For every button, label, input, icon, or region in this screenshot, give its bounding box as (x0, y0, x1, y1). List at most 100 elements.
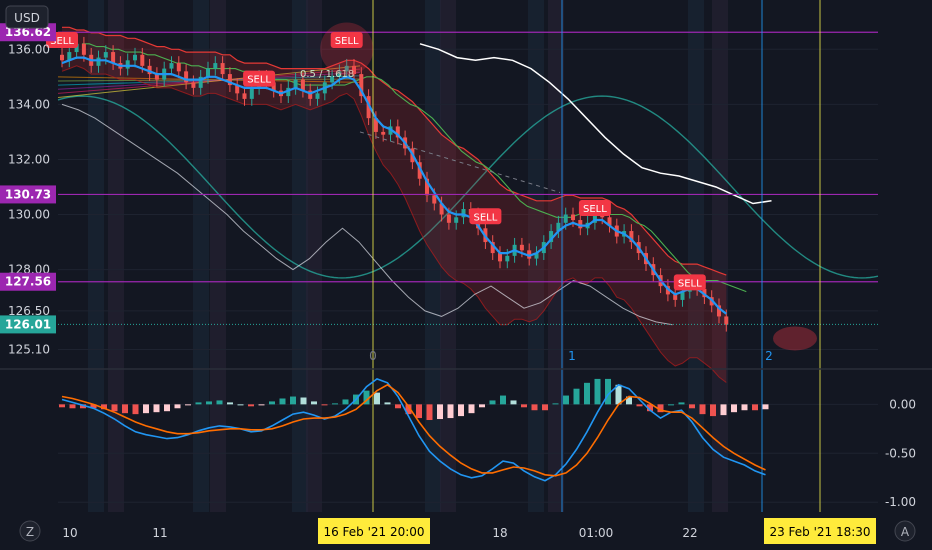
price-level-tag[interactable]: 127.56 (0, 272, 56, 291)
candle[interactable] (147, 65, 152, 75)
histogram-bar[interactable] (615, 384, 622, 405)
histogram-bar[interactable] (489, 400, 496, 405)
candle[interactable] (133, 54, 137, 61)
histogram-bar[interactable] (122, 404, 128, 414)
histogram-bar[interactable] (426, 404, 433, 421)
candle[interactable] (169, 63, 174, 69)
histogram-bar[interactable] (647, 404, 653, 412)
histogram-bar[interactable] (300, 397, 307, 405)
histogram-bar[interactable] (69, 404, 76, 409)
candle[interactable] (308, 90, 313, 99)
histogram-bar[interactable] (678, 402, 685, 405)
histogram-bar[interactable] (185, 404, 191, 406)
candle[interactable] (490, 242, 495, 254)
histogram-bar[interactable] (510, 400, 517, 405)
histogram-bar[interactable] (395, 404, 401, 409)
histogram-bar[interactable] (626, 396, 632, 405)
histogram-bar[interactable] (321, 404, 328, 406)
candle[interactable] (206, 68, 210, 77)
candle[interactable] (432, 195, 437, 204)
candle[interactable] (315, 93, 320, 99)
histogram-bar[interactable] (563, 395, 569, 405)
candle[interactable] (213, 63, 218, 69)
histogram-bar[interactable] (731, 404, 737, 413)
histogram-bar[interactable] (174, 404, 181, 409)
candle[interactable] (381, 131, 386, 135)
histogram-bar[interactable] (594, 378, 601, 405)
histogram-bar[interactable] (164, 404, 170, 412)
histogram-bar[interactable] (458, 404, 464, 417)
histogram-bar[interactable] (699, 404, 706, 415)
price-pane[interactable]: 0.5 / 1.618 0 1 2 SELL SELL SELL SELL SELL SELL (46, 0, 879, 512)
histogram-bar[interactable] (468, 404, 475, 414)
sell-signal[interactable]: SELL (469, 208, 502, 225)
candle[interactable] (227, 74, 232, 86)
sell-signal[interactable]: SELL (673, 274, 706, 291)
candle[interactable] (337, 71, 342, 77)
price-level-tag[interactable]: 130.73 (0, 185, 56, 204)
candle[interactable] (592, 211, 597, 223)
candle[interactable] (140, 54, 145, 66)
candle[interactable] (198, 76, 203, 88)
histogram-bar[interactable] (153, 404, 160, 413)
candle[interactable] (103, 52, 108, 58)
candle[interactable] (395, 126, 400, 138)
price-level-tag[interactable]: 126.01 (0, 315, 56, 334)
time-axis[interactable]: 10 11 16 Feb '21 20:00 18 01:00 22 23 Feb '21 … (62, 518, 876, 544)
candle[interactable] (249, 87, 254, 99)
macd-pane[interactable] (59, 377, 769, 482)
candle[interactable] (519, 244, 524, 251)
auto-scale-left-button[interactable]: Z (19, 520, 41, 542)
histogram-bar[interactable] (752, 404, 758, 411)
candle[interactable] (184, 71, 189, 83)
candle[interactable] (571, 214, 575, 221)
histogram-bar[interactable] (584, 382, 590, 405)
candle[interactable] (235, 85, 240, 94)
candle[interactable] (629, 231, 634, 243)
candle[interactable] (425, 178, 429, 196)
candle[interactable] (446, 214, 451, 223)
candle[interactable] (534, 253, 539, 259)
histogram-bar[interactable] (689, 404, 695, 409)
histogram-bar[interactable] (437, 404, 443, 420)
histogram-bar[interactable] (521, 404, 527, 408)
candle[interactable] (293, 79, 298, 88)
candle[interactable] (549, 231, 554, 243)
candle[interactable] (417, 162, 422, 179)
candle[interactable] (176, 63, 181, 72)
histogram-bar[interactable] (269, 401, 275, 405)
candle[interactable] (60, 54, 64, 61)
histogram-bar[interactable] (668, 404, 674, 406)
histogram-bar[interactable] (111, 404, 118, 412)
candle[interactable] (724, 316, 729, 325)
candle[interactable] (67, 52, 72, 61)
histogram-bar[interactable] (248, 404, 254, 407)
histogram-bar[interactable] (636, 404, 643, 407)
histogram-bar[interactable] (374, 392, 380, 405)
histogram-bar[interactable] (237, 404, 244, 406)
histogram-bar[interactable] (500, 395, 506, 405)
candle[interactable] (271, 82, 276, 91)
candle[interactable] (505, 255, 510, 262)
histogram-bar[interactable] (332, 403, 338, 405)
sell-signal[interactable]: SELL (578, 200, 611, 217)
histogram-bar[interactable] (720, 404, 727, 416)
candle[interactable] (717, 305, 721, 317)
histogram-bar[interactable] (101, 404, 107, 410)
candle[interactable] (607, 217, 612, 226)
histogram-bar[interactable] (311, 401, 317, 405)
histogram-bar[interactable] (80, 404, 86, 409)
time-highlight-tag[interactable] (764, 518, 876, 544)
histogram-bar[interactable] (762, 404, 769, 410)
candle[interactable] (680, 291, 685, 300)
histogram-bar[interactable] (195, 402, 202, 405)
histogram-bar[interactable] (657, 404, 664, 413)
candle[interactable] (74, 43, 79, 53)
candle[interactable] (454, 217, 459, 223)
histogram-bar[interactable] (342, 399, 349, 405)
candle[interactable] (286, 87, 291, 97)
histogram-bar[interactable] (258, 404, 265, 406)
histogram-bar[interactable] (573, 388, 580, 405)
candle[interactable] (191, 82, 196, 88)
